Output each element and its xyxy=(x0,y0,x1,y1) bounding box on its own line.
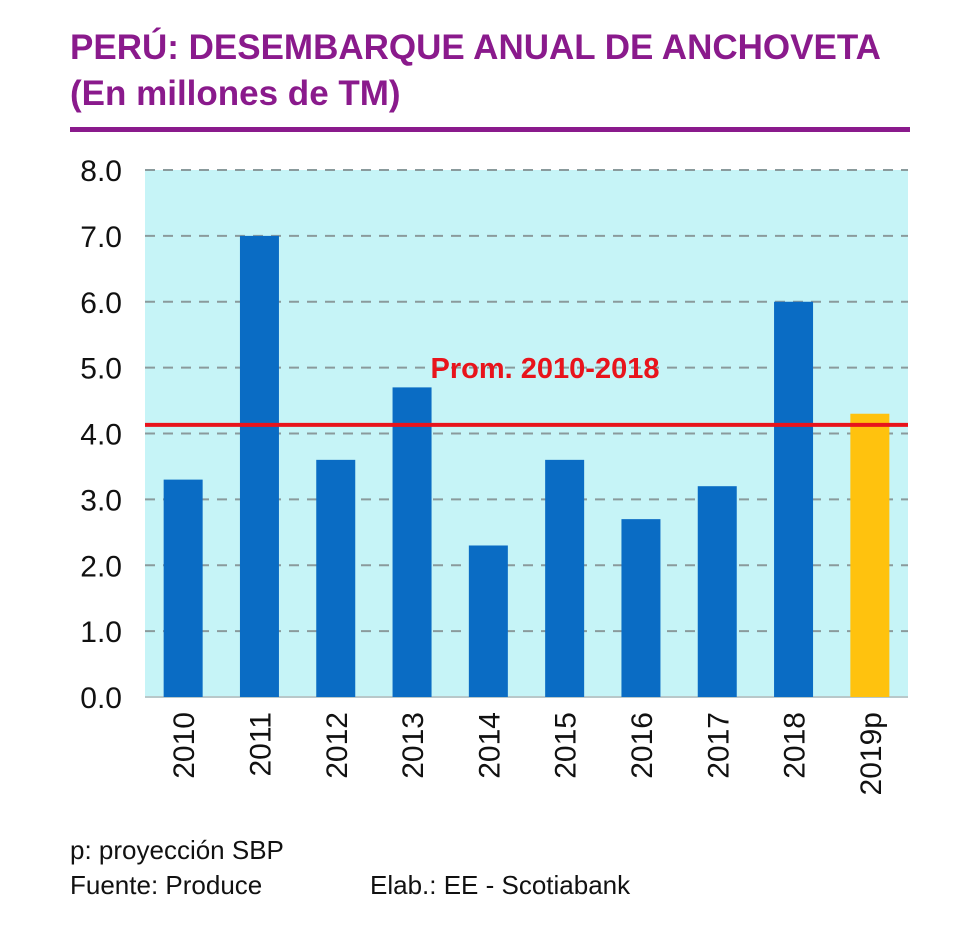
y-tick-label: 1.0 xyxy=(80,616,122,649)
x-tick-label: 2010 xyxy=(168,712,201,779)
projection-note: p: proyección SBP xyxy=(70,835,284,865)
average-line-label: Prom. 2010-2018 xyxy=(431,353,660,385)
bar-2011 xyxy=(239,235,279,697)
x-tick-label: 2015 xyxy=(550,712,583,779)
x-tick-label: 2017 xyxy=(702,712,735,779)
bar-2015 xyxy=(545,459,585,697)
chart-title: PERÚ: DESEMBARQUE ANUAL DE ANCHOVETA xyxy=(70,28,881,67)
y-tick-label: 5.0 xyxy=(80,353,122,386)
y-tick-label: 0.0 xyxy=(80,682,122,715)
x-tick-label: 2016 xyxy=(626,712,659,779)
bar-2013 xyxy=(392,387,432,697)
bar-2018 xyxy=(774,301,814,697)
x-tick-label: 2014 xyxy=(473,712,506,779)
bar-2016 xyxy=(621,519,661,697)
y-tick-label: 6.0 xyxy=(80,287,122,320)
x-tick-label: 2019p xyxy=(855,712,888,795)
bar-2017 xyxy=(697,486,737,697)
bar-2010 xyxy=(163,479,203,697)
y-tick-label: 8.0 xyxy=(80,155,122,188)
x-tick-label: 2012 xyxy=(321,712,354,779)
bar-2014 xyxy=(468,545,508,697)
bar-2019p xyxy=(850,413,890,697)
y-tick-label: 2.0 xyxy=(80,550,122,583)
y-tick-label: 3.0 xyxy=(80,484,122,517)
x-tick-label: 2018 xyxy=(779,712,812,779)
y-tick-label: 7.0 xyxy=(80,221,122,254)
chart-subtitle: (En millones de TM) xyxy=(70,74,401,113)
elaboration-note: Elab.: EE - Scotiabank xyxy=(370,870,631,900)
source-note: Fuente: Produce xyxy=(70,870,263,900)
bar-2012 xyxy=(316,459,356,697)
x-tick-label: 2013 xyxy=(397,712,430,779)
bar-chart: 0.0 1.0 2.0 3.0 4.0 5.0 6.0 7.0 8.0 2010 2011 2012 2… xyxy=(80,155,908,795)
title-divider xyxy=(70,127,910,132)
y-tick-label: 4.0 xyxy=(80,419,122,452)
x-tick-label: 2011 xyxy=(244,712,277,777)
